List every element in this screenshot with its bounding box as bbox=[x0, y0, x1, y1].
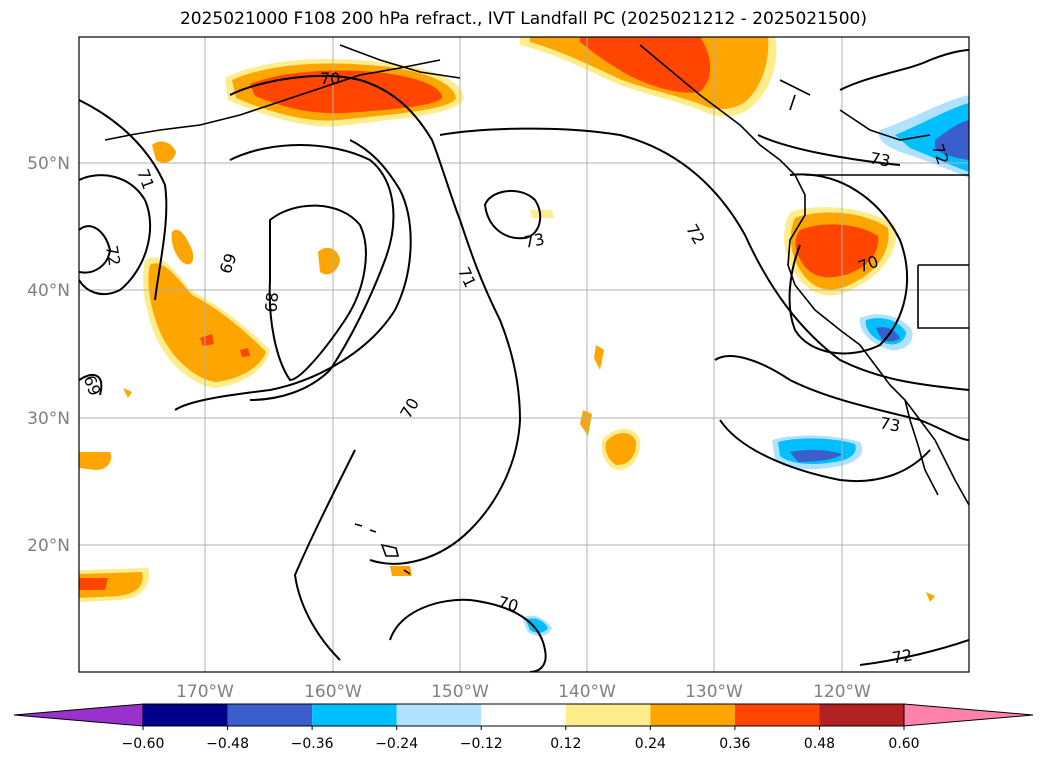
colorbar-swatch bbox=[312, 704, 397, 726]
colorbar-swatch bbox=[396, 704, 482, 726]
latitude-labels: 50°N 40°N 30°N 20°N bbox=[27, 154, 70, 556]
lon-label: 120°W bbox=[813, 682, 871, 702]
lon-label: 170°W bbox=[176, 682, 234, 702]
contour-label: 70 bbox=[496, 592, 521, 616]
map-panel: 70 71 72 73 69 68 71 70 70 72 73 70 72 7… bbox=[79, 37, 969, 672]
gridlines bbox=[79, 37, 969, 672]
colorbar-swatch bbox=[143, 704, 228, 726]
lon-label: 140°W bbox=[558, 682, 616, 702]
lon-label: 130°W bbox=[685, 682, 743, 702]
colorbar-tick-label: −0.24 bbox=[375, 736, 418, 752]
contour-label: 73 bbox=[869, 148, 892, 170]
lat-label: 50°N bbox=[27, 154, 70, 174]
colorbar-swatch bbox=[819, 704, 904, 726]
colorbar-tick-label: 0.60 bbox=[888, 736, 919, 752]
contour-label: 70 bbox=[320, 69, 340, 88]
lat-label: 30°N bbox=[27, 409, 70, 429]
contour-label: 72 bbox=[891, 645, 914, 667]
contour-label: 68 bbox=[261, 291, 282, 313]
colorbar-swatch bbox=[481, 704, 566, 726]
colorbar-extend-low bbox=[13, 703, 144, 727]
colorbar-swatch bbox=[565, 704, 651, 726]
colorbar-frame bbox=[142, 703, 905, 727]
colorbar-tick-label: 0.24 bbox=[635, 736, 666, 752]
colorbar-tick-label: −0.60 bbox=[122, 736, 165, 752]
colorbar-tick-label: 0.48 bbox=[804, 736, 835, 752]
colorbar-tick-label: 0.36 bbox=[719, 736, 750, 752]
colorbar-tick-label: 0.12 bbox=[550, 736, 581, 752]
colorbar-tick-label: −0.48 bbox=[206, 736, 249, 752]
contour-label: 73 bbox=[878, 413, 901, 435]
lon-label: 150°W bbox=[431, 682, 489, 702]
lon-label: 160°W bbox=[304, 682, 362, 702]
lat-label: 40°N bbox=[27, 281, 70, 301]
colorbar-swatch bbox=[734, 704, 820, 726]
colorbar-swatch bbox=[227, 704, 313, 726]
contours bbox=[79, 49, 969, 672]
colorbar-extend-high bbox=[903, 703, 1034, 727]
longitude-labels: 170°W 160°W 150°W 140°W 130°W 120°W bbox=[176, 682, 871, 702]
contour-label: 72 bbox=[102, 244, 124, 267]
contour-label: 73 bbox=[523, 230, 546, 252]
shading-layer bbox=[79, 37, 969, 637]
colorbar-tick-label: −0.36 bbox=[291, 736, 334, 752]
map-frame bbox=[78, 36, 970, 673]
colorbar-swatch bbox=[650, 704, 735, 726]
colorbar: −0.60 −0.48 −0.36 −0.24 −0.12 0.12 0.24 0.36 0.4… bbox=[13, 703, 1034, 752]
lat-label: 20°N bbox=[27, 536, 70, 556]
map-title: 2025021000 F108 200 hPa refract., IVT La… bbox=[179, 9, 867, 29]
colorbar-tick-label: −0.12 bbox=[460, 736, 503, 752]
